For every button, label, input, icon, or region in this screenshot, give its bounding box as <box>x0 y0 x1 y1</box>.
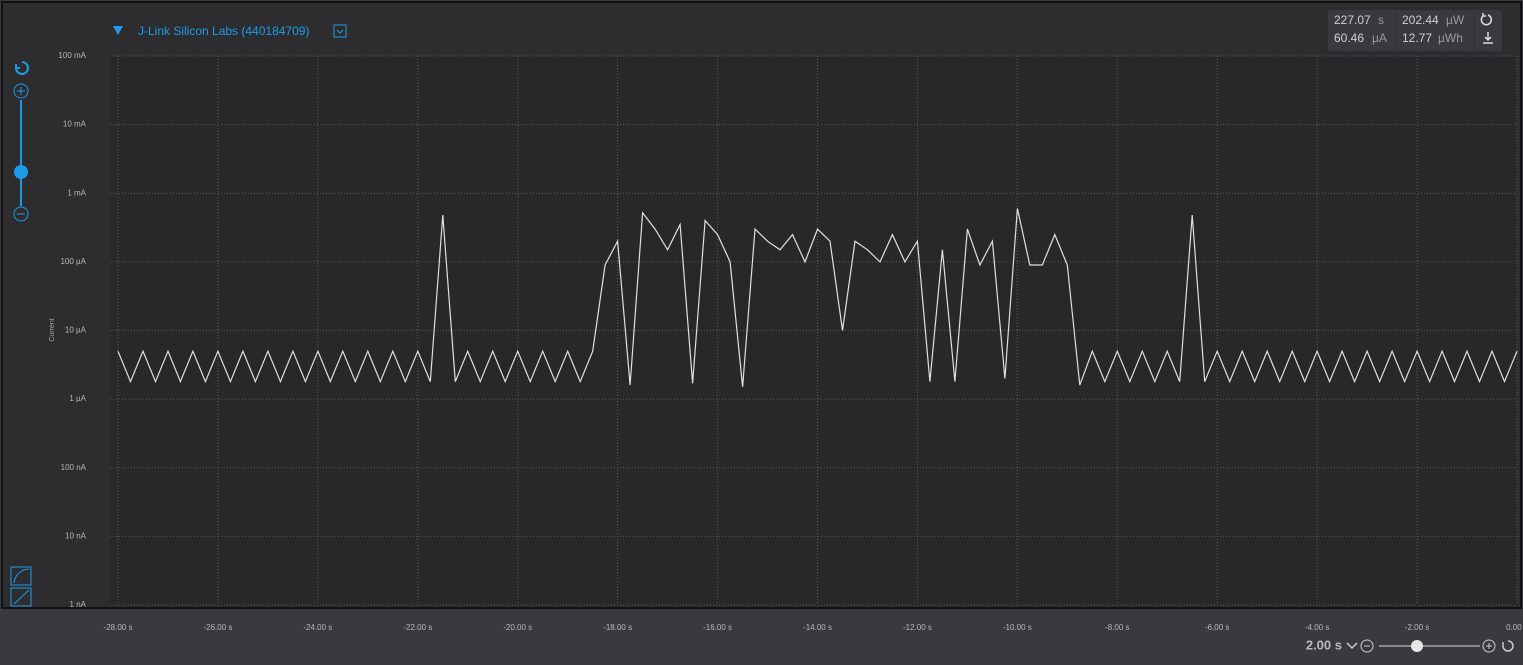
log-mode[interactable] <box>10 566 32 586</box>
x-tick-label: -14.00 s <box>803 623 832 632</box>
x-tick-label: -8.00 s <box>1105 623 1129 632</box>
stat-power: 202.44 <box>1402 13 1439 27</box>
collapse-icon[interactable] <box>113 26 123 35</box>
x-tick-label: -28.00 s <box>104 623 133 632</box>
stat-unit: µW <box>1446 13 1465 27</box>
x-tick-label: -2.00 s <box>1405 623 1429 632</box>
x-tick-label: -16.00 s <box>703 623 732 632</box>
x-tick-label: 0.00 s <box>1506 623 1523 632</box>
device-menu[interactable] <box>333 24 347 38</box>
y-tick-label: 100 mA <box>58 51 86 60</box>
stat-time: 227.07 <box>1334 13 1371 27</box>
export[interactable] <box>1483 32 1493 44</box>
zoom-level[interactable]: 2.00 s <box>1306 637 1342 652</box>
log-icon <box>13 568 30 584</box>
x-tick-label: -20.00 s <box>503 623 532 632</box>
stat-energy: 12.77 <box>1402 31 1432 45</box>
device-name[interactable]: J-Link Silicon Labs (440184709) <box>138 24 309 38</box>
y-tick-label: 10 nA <box>65 531 87 540</box>
plot-area <box>110 56 1517 606</box>
zoom-handle[interactable] <box>14 165 28 179</box>
zoom-dropdown[interactable] <box>1346 642 1358 650</box>
stat-current: 60.46 <box>1334 31 1364 45</box>
time-zoom-in[interactable] <box>1482 639 1496 653</box>
stat-unit: s <box>1378 13 1384 27</box>
zoom-out[interactable] <box>13 206 29 222</box>
y-tick-label: 1 µA <box>69 394 86 403</box>
x-tick-label: -26.00 s <box>203 623 232 632</box>
zoom-icons <box>1364 643 1492 649</box>
y-axis-label: Current <box>49 318 56 341</box>
stats-box <box>1328 10 1502 51</box>
y-tick-label: 100 µA <box>60 257 86 266</box>
time-reset[interactable] <box>1502 640 1514 652</box>
x-tick-label: -12.00 s <box>903 623 932 632</box>
x-tick-label: -18.00 s <box>603 623 632 632</box>
time-zoom-handle[interactable] <box>1411 640 1423 652</box>
stat-unit: µWh <box>1438 31 1463 45</box>
reset-zoom[interactable] <box>15 61 29 75</box>
current-trace <box>117 208 1518 388</box>
x-tick-label: -4.00 s <box>1305 623 1329 632</box>
x-tick-label: -24.00 s <box>303 623 332 632</box>
y-tick-label: 1 nA <box>70 600 87 609</box>
x-tick-label: -10.00 s <box>1003 623 1032 632</box>
y-tick-label: 10 mA <box>63 120 87 129</box>
y-tick-label: 10 µA <box>65 326 87 335</box>
time-zoom-out[interactable] <box>1360 639 1374 653</box>
zoom-in-icon <box>17 87 25 95</box>
stat-unit: µA <box>1372 31 1387 45</box>
zoom-in[interactable] <box>13 83 29 99</box>
x-tick-label: -22.00 s <box>403 623 432 632</box>
linear-icon <box>13 589 30 605</box>
device-menu-icon <box>336 29 344 34</box>
linear-mode[interactable] <box>10 587 32 607</box>
y-tick-label: 100 nA <box>61 463 87 472</box>
reset-stats[interactable] <box>1480 13 1493 26</box>
y-tick-label: 1 mA <box>67 188 86 197</box>
x-tick-label: -6.00 s <box>1205 623 1229 632</box>
